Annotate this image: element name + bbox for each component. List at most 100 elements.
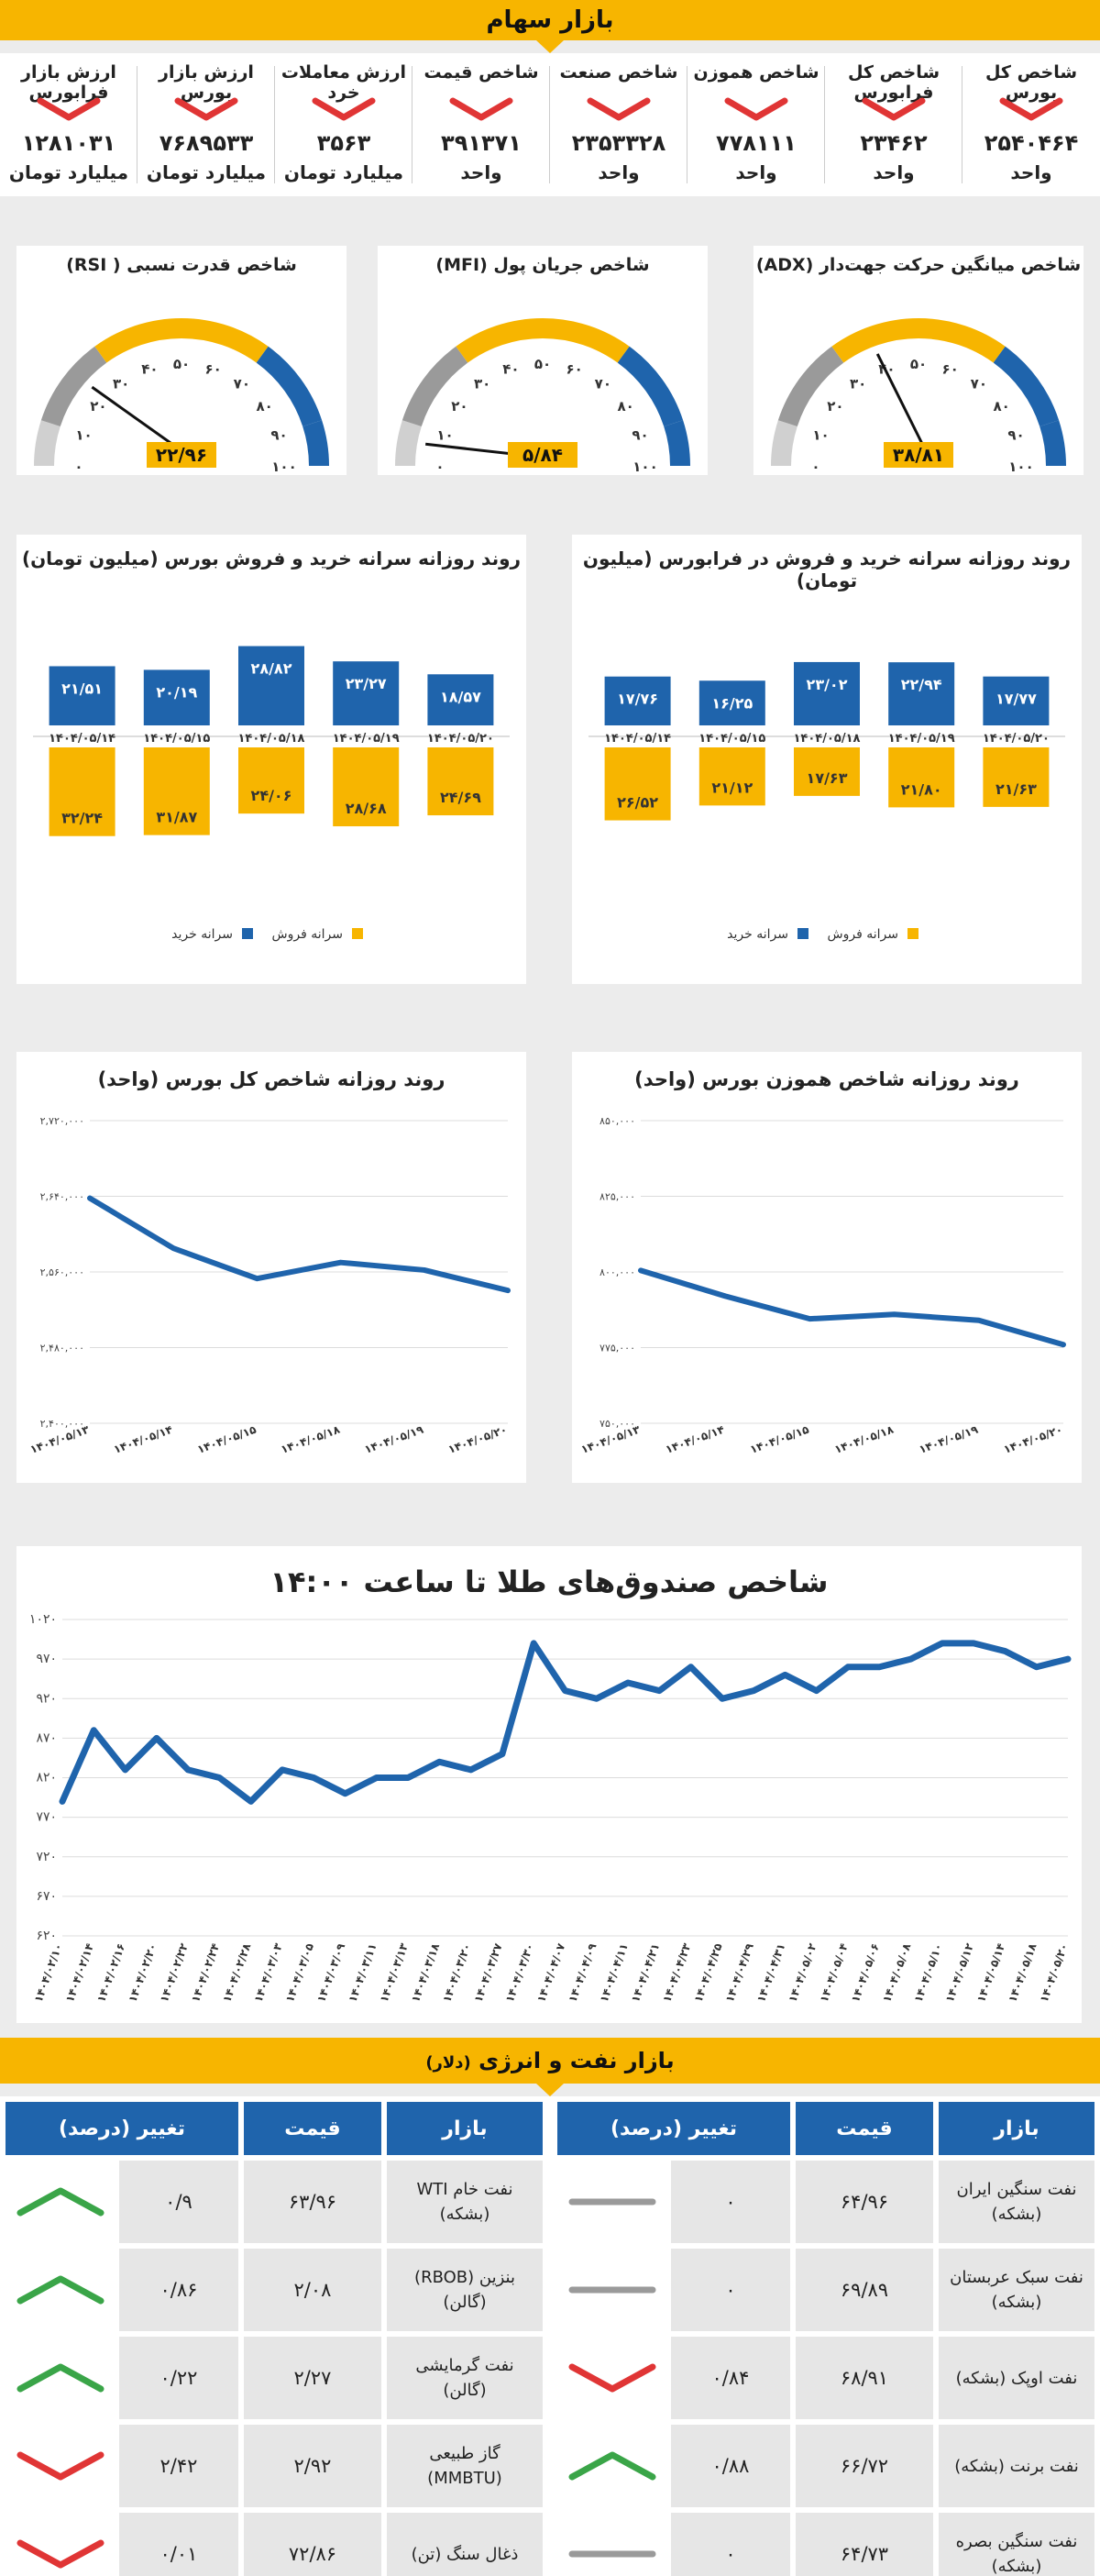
gauge-tick-label: ۱۰۰: [1008, 459, 1033, 475]
table-header-cell: تغییر (درصد): [6, 2102, 238, 2155]
table-row: نفت سنگین بصره (بشکه) ۶۴/۷۳ ۰: [557, 2513, 1094, 2576]
x-tick-label: ۱۴۰۴/۰۵/۱۰: [912, 1941, 945, 2004]
sell-value-label: ۲۸/۶۸: [346, 800, 387, 817]
legend-label-buy: سرانه خرید: [727, 927, 788, 942]
line-chart-svg: ۲,۴۰۰,۰۰۰ ۲,۴۸۰,۰۰۰ ۲,۵۶۰,۰۰۰ ۲,۶۴۰,۰۰۰ ۲,۷۲…: [28, 1115, 511, 1456]
gauge-title: شاخص میانگین حرکت جهت‌دار (ADX): [755, 255, 1082, 275]
gauge-value-box: [884, 442, 953, 468]
gauge-arc: [617, 346, 684, 427]
gauge-tick-label: ۱۰: [436, 426, 453, 443]
market-price: ۶۹/۸۹: [796, 2249, 933, 2331]
sell-bar: [49, 747, 116, 836]
sell-value-label: ۳۱/۸۷: [156, 809, 197, 826]
data-point: [186, 1768, 190, 1772]
market-change-value: ۰: [671, 2249, 790, 2331]
x-tick-label: ۱۴۰۴/۰۳/۱۳: [378, 1941, 411, 2005]
gauge-card: شاخص میانگین حرکت جهت‌دار (ADX) ۰ ۱۰ ۲۰ ۳۰ ۴۰…: [754, 246, 1084, 475]
table-row: نفت سنگین ایران (بشکه) ۶۴/۹۶ ۰: [557, 2161, 1094, 2243]
data-point: [1003, 1650, 1006, 1653]
market-change-cell: ۲/۴۲: [6, 2425, 238, 2507]
energy-table-left: بازار قیمت تغییر (درصد) نفت خام WTI (بشکه) ۶…: [0, 2096, 548, 2576]
x-tick-label: ۱۴۰۴/۰۴/۰۷: [534, 1941, 567, 2005]
bar-category-label: ۱۴۰۴/۰۵/۲۰: [427, 732, 494, 746]
data-point: [155, 1736, 159, 1740]
buy-value-label: ۲۱/۵۱: [61, 680, 103, 697]
market-change-value: ۰: [671, 2161, 790, 2243]
legend-swatch-sell: [908, 928, 918, 939]
trend-down-icon: [312, 97, 376, 121]
gauge-value-box: [508, 442, 578, 468]
gauge-tick-label: ۹۰: [1007, 426, 1024, 443]
data-point: [217, 1776, 221, 1779]
market-name: نفت خام WTI (بشکه): [387, 2161, 543, 2243]
market-price: ۲/۹۲: [244, 2425, 381, 2507]
data-point: [1062, 1343, 1065, 1346]
index-card: شاخص هموزن ۷۷۸۱۱۱ واحد: [688, 53, 825, 196]
y-tick-label: ۸۰۰,۰۰۰: [600, 1266, 635, 1278]
x-tick-label: ۱۴۰۴/۰۵/۱۴: [974, 1941, 1007, 2004]
line-chart-title: روند روزانه شاخص هموزن بورس (واحد): [634, 1068, 1019, 1090]
x-tick-label: ۱۴۰۴/۰۳/۲۷: [472, 1941, 505, 2005]
table-row: نفت خام WTI (بشکه) ۶۳/۹۶ ۰/۹: [6, 2161, 543, 2243]
y-tick-label: ۲,۴۰۰,۰۰۰: [40, 1418, 84, 1430]
title-pointer: [536, 40, 564, 53]
market-price: ۲/۲۷: [244, 2337, 381, 2419]
x-tick-label: ۱۴۰۴/۰۵/۱۴: [664, 1423, 726, 1456]
gauge-dial: ۰ ۱۰ ۲۰ ۳۰ ۴۰ ۵۰ ۶۰ ۷۰ ۸۰ ۹۰ ۱۰۰ ۲۲/۹۶: [34, 318, 329, 475]
index-value: ۳۵۶۳: [316, 130, 371, 156]
data-point: [815, 1689, 819, 1693]
data-point: [808, 1317, 811, 1321]
energy-title-text: بازار نفت و انرژی: [478, 2048, 675, 2073]
buy-bar: [49, 666, 116, 725]
market-change-cell: ۰: [557, 2513, 790, 2576]
data-point: [909, 1657, 913, 1661]
sell-bar: [888, 747, 955, 808]
gauge-tick-label: ۵۰: [534, 356, 551, 372]
sell-value-label: ۳۲/۲۴: [61, 810, 103, 827]
gauge-tick-label: ۳۰: [113, 375, 129, 392]
gauge-tick-label: ۳۰: [850, 375, 866, 392]
data-point: [1066, 1657, 1070, 1661]
index-unit: واحد: [598, 161, 640, 183]
x-tick-label: ۱۴۰۴/۰۳/۲۰: [440, 1941, 473, 2004]
data-point: [312, 1776, 315, 1779]
data-point: [877, 1665, 881, 1669]
page-title: بازار سهام: [440, 0, 660, 40]
bar-category-label: ۱۴۰۴/۰۵/۱۹: [888, 732, 955, 746]
gauge-arc: [664, 420, 690, 467]
trend-flat-icon: [557, 2187, 667, 2217]
gauge-arc: [771, 420, 798, 467]
x-tick-label: ۱۴۰۴/۰۲/۱۶: [94, 1941, 127, 2004]
x-tick-label: ۱۴۰۴/۰۴/۲۹: [723, 1941, 756, 2005]
line-chart-svg: ۷۵۰,۰۰۰ ۷۷۵,۰۰۰ ۸۰۰,۰۰۰ ۸۲۵,۰۰۰ ۸۵۰,۰۰۰ ۱۴۰۴/…: [579, 1115, 1066, 1456]
data-point: [339, 1261, 343, 1265]
table-row: ذغال سنگ (تن) ۷۲/۸۶ ۰/۰۱: [6, 2513, 543, 2576]
gauge-tick-label: ۱۰۰: [271, 459, 296, 475]
buy-bar: [698, 680, 765, 725]
market-change-cell: ۰/۸۶: [6, 2249, 238, 2331]
market-price: ۶۴/۷۳: [796, 2513, 933, 2576]
market-change-cell: ۰/۸۸: [557, 2425, 790, 2507]
energy-tables: بازار قیمت تغییر (درصد) نفت خام WTI (بشکه) ۶…: [0, 2096, 1100, 2576]
sell-bar: [333, 747, 400, 827]
data-point: [171, 1246, 175, 1250]
y-tick-label: ۸۲۰: [36, 1771, 57, 1786]
gauge-tick-label: ۷۰: [234, 375, 250, 392]
data-point: [60, 1799, 64, 1803]
bar-category-label: ۱۴۰۴/۰۵/۱۴: [49, 732, 116, 746]
buy-bar: [794, 661, 860, 725]
market-change-cell: ۰/۸۴: [557, 2337, 790, 2419]
gold-chart-title: شاخص صندوق‌های طلا تا ساعت ۱۴:۰۰: [270, 1564, 829, 1599]
buy-value-label: ۲۲/۹۴: [901, 676, 942, 693]
trend-down-icon: [6, 2539, 116, 2569]
index-label: ارزش بازار فرابورس: [21, 62, 116, 103]
index-label: شاخص کل فرابورس: [847, 62, 940, 103]
gauge-row: شاخص میانگین حرکت جهت‌دار (ADX) ۰ ۱۰ ۲۰ ۳۰ ۴۰…: [0, 216, 1100, 482]
market-name: نفت برنت (بشکه): [939, 2425, 1094, 2507]
gauge-tick-label: ۶۰: [204, 360, 221, 377]
table-row: گاز طبیعی (MMBTU) ۲/۹۲ ۲/۴۲: [6, 2425, 543, 2507]
gauge-tick-label: ۰: [811, 459, 820, 475]
gauge-arc: [395, 420, 422, 467]
data-point: [720, 1697, 724, 1700]
